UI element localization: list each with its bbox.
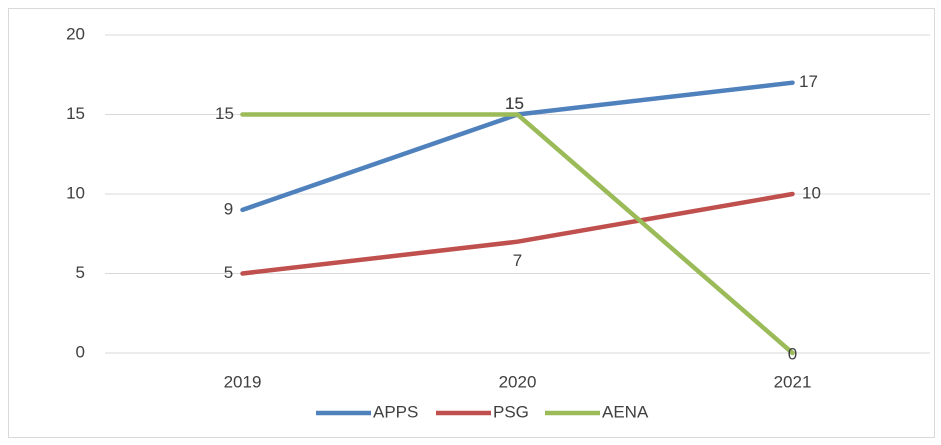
data-label: 10 xyxy=(802,183,821,202)
y-tick-label: 15 xyxy=(66,104,85,123)
y-tick-label: 10 xyxy=(66,183,85,202)
x-tick-label: 2019 xyxy=(224,372,262,391)
data-label: 0 xyxy=(788,344,797,363)
data-label: 9 xyxy=(224,199,233,218)
legend-label: APPS xyxy=(373,402,418,421)
legend-label: AENA xyxy=(602,402,649,421)
legend-label: PSG xyxy=(493,402,529,421)
y-tick-label: 0 xyxy=(76,342,85,361)
x-tick-label: 2020 xyxy=(499,372,537,391)
data-label: 17 xyxy=(799,72,818,91)
chart-border xyxy=(8,8,935,438)
data-label: 15 xyxy=(505,94,524,113)
x-tick-label: 2021 xyxy=(774,372,812,391)
series-line xyxy=(240,191,795,276)
series-line xyxy=(240,112,795,356)
data-label: 7 xyxy=(513,251,522,270)
y-tick-label: 5 xyxy=(76,263,85,282)
data-label: 5 xyxy=(224,263,233,282)
data-label: 15 xyxy=(505,94,524,113)
y-tick-label: 20 xyxy=(66,24,85,43)
data-label: 15 xyxy=(215,104,234,123)
